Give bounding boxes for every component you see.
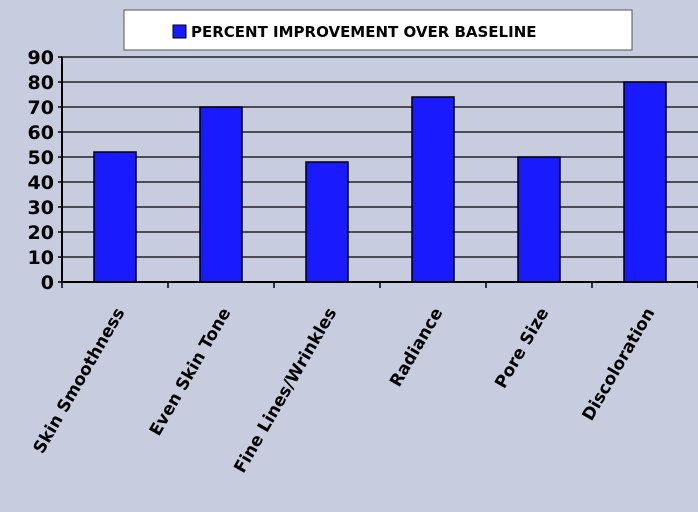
bar-3 <box>411 96 455 283</box>
y-tick-label: 90 <box>28 47 54 69</box>
y-tick-labels: 0 10 20 30 40 50 60 70 80 90 <box>28 47 54 294</box>
y-tick-label: 70 <box>28 97 54 119</box>
y-tick-label: 30 <box>28 197 54 219</box>
legend-box <box>123 9 633 51</box>
legend: PERCENT IMPROVEMENT OVER BASELINE <box>123 9 633 51</box>
x-tick-label: Discoloration <box>579 305 660 425</box>
bar-2 <box>305 161 349 283</box>
bar-5 <box>623 81 667 283</box>
bar-4 <box>517 156 561 283</box>
gridlines <box>62 56 698 258</box>
x-tick-label: Pore Size <box>491 305 553 392</box>
y-tick-label: 20 <box>28 222 54 244</box>
y-tick-label: 40 <box>28 172 54 194</box>
x-tick-label: Skin Smoothness <box>30 305 130 458</box>
y-tick-label: 80 <box>28 72 54 94</box>
y-tick-label: 0 <box>41 272 54 294</box>
x-tick-label: Radiance <box>386 305 447 391</box>
legend-label: PERCENT IMPROVEMENT OVER BASELINE <box>191 23 537 41</box>
bar-1 <box>199 106 243 283</box>
bars <box>93 81 667 283</box>
axes <box>58 56 698 288</box>
y-tick-label: 60 <box>28 122 54 144</box>
x-tick-label: Fine Lines/Wrinkles <box>230 305 341 477</box>
x-tick-label: Even Skin Tone <box>146 305 235 440</box>
legend-swatch <box>172 24 187 39</box>
bar-0 <box>93 151 137 283</box>
y-tick-label: 50 <box>28 147 54 169</box>
y-tick-label: 10 <box>28 247 54 269</box>
